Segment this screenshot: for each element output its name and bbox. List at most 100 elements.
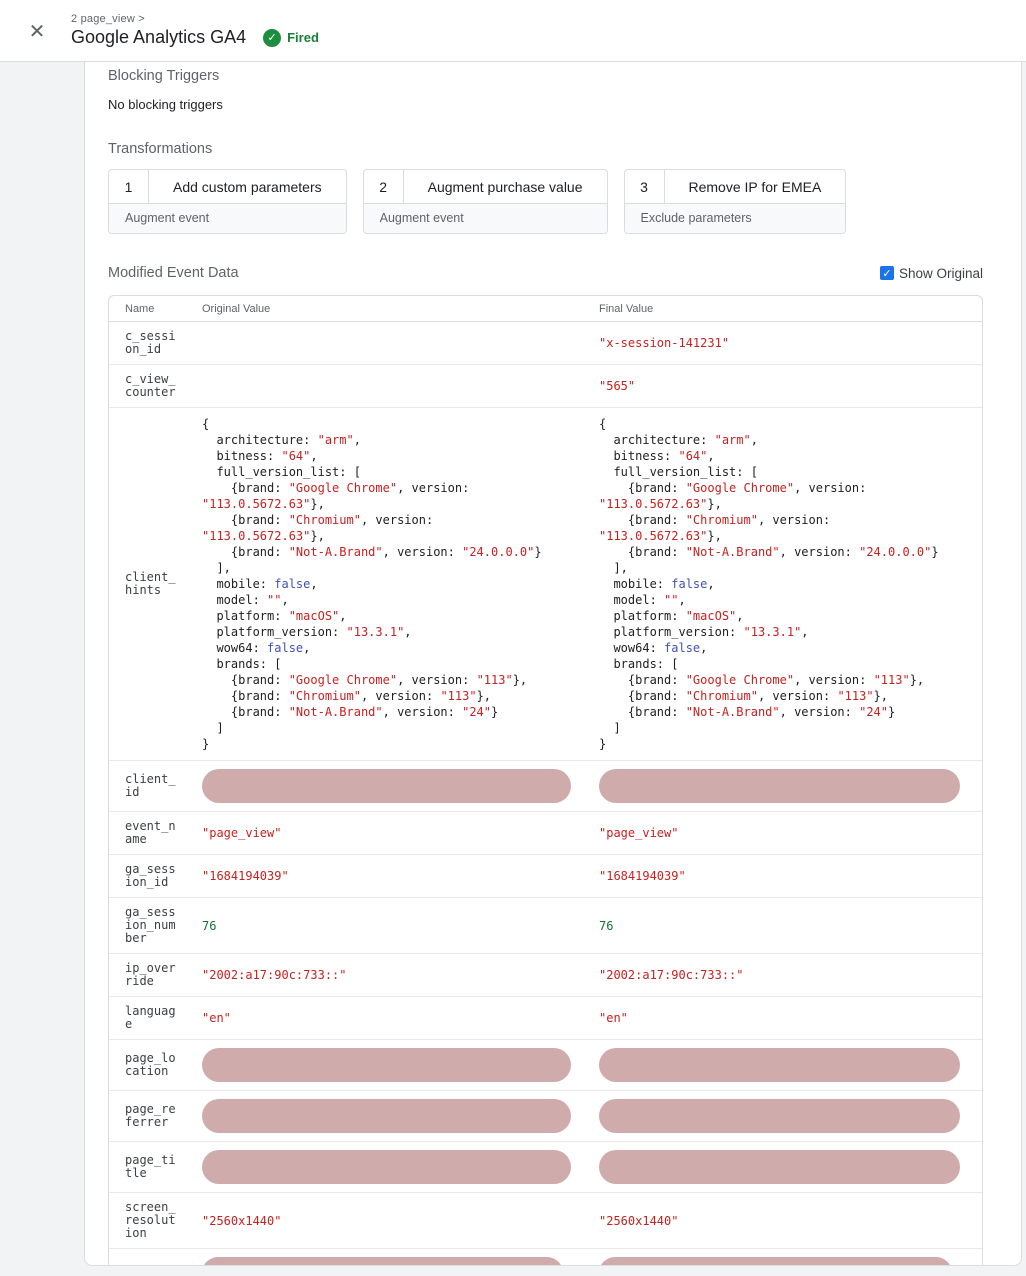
column-header-name: Name	[125, 303, 155, 315]
original-value-cell	[198, 1142, 595, 1192]
original-value: "en"	[202, 1011, 231, 1025]
original-value-cell	[198, 322, 595, 364]
redacted-value-pill	[202, 1150, 571, 1184]
table-row: c_view_counter "565"	[109, 365, 982, 408]
transformation-card[interactable]: 3 Remove IP for EMEA Exclude parameters	[623, 169, 847, 234]
table-row: c_session_id "x-session-141231"	[109, 322, 982, 365]
table-row: page_location	[109, 1040, 982, 1091]
show-original-label: Show Original	[898, 265, 983, 281]
table-row: ga_session_id "1684194039" "1684194039"	[109, 855, 982, 898]
column-header-original-value: Original Value	[202, 303, 271, 315]
final-value-cell: "x-session-141231"	[595, 322, 984, 364]
checkbox-checked-icon: ✓	[879, 266, 894, 280]
final-value: "1684194039"	[599, 869, 686, 883]
original-value-cell	[198, 1249, 595, 1265]
final-value: "565"	[599, 379, 636, 393]
transformation-title: Add custom parameters	[173, 178, 322, 195]
original-value-cell: "en"	[198, 997, 595, 1039]
transformation-card[interactable]: 1 Add custom parameters Augment event	[108, 169, 347, 234]
table-row: client_hints { architecture: "arm", bitne…	[109, 408, 982, 761]
row-name: language	[125, 1004, 176, 1031]
final-value: "2002:a17:90c:733::"	[599, 968, 744, 982]
show-original-checkbox[interactable]: ✓ Show Original	[879, 265, 983, 281]
final-value: 76	[599, 918, 614, 933]
original-value-cell	[198, 1040, 595, 1090]
table-row: event_name "page_view" "page_view"	[109, 812, 982, 855]
transformation-type: Augment event	[109, 203, 346, 233]
transformation-card[interactable]: 2 Augment purchase value Augment event	[362, 169, 608, 234]
tag-detail-panel: Blocking Triggers No blocking triggers T…	[84, 62, 1022, 1266]
table-row: screen_resolution "2560x1440" "2560x1440"	[109, 1193, 982, 1249]
transformation-type: Augment event	[363, 203, 607, 233]
row-name: c_session_id	[125, 329, 176, 356]
final-value: "page_view"	[599, 826, 679, 840]
row-name: page_title	[125, 1153, 176, 1180]
original-value: "page_view"	[202, 826, 282, 840]
final-value-cell	[595, 1040, 984, 1090]
original-value: "2002:a17:90c:733::"	[202, 968, 347, 982]
final-value: "en"	[599, 1011, 628, 1025]
original-value-cell: { architecture: "arm", bitness: "64", fu…	[198, 408, 595, 760]
final-value-cell: "1684194039"	[595, 855, 984, 897]
transformations-heading: Transformations	[108, 141, 213, 157]
row-name: ga_session_id	[125, 862, 176, 889]
row-name: page_referrer	[125, 1102, 176, 1129]
modified-event-data-heading: Modified Event Data	[108, 265, 239, 281]
page-title: Google Analytics GA4	[71, 27, 247, 47]
final-value-cell: "page_view"	[595, 812, 984, 854]
final-value-cell	[595, 1142, 984, 1192]
event-data-table: Name Original Value Final Value c_sessio…	[108, 295, 984, 1265]
page-background: Blocking Triggers No blocking triggers T…	[0, 62, 1026, 1276]
original-value: { architecture: "arm", bitness: "64", fu…	[202, 417, 542, 751]
transformations-list: 1 Add custom parameters Augment event 2 Augm…	[108, 169, 981, 234]
row-name: event_name	[125, 819, 176, 846]
original-value-cell: "page_view"	[198, 812, 595, 854]
transformation-number: 3	[625, 170, 665, 203]
row-name: ga_session_number	[125, 905, 176, 945]
final-value-cell: "565"	[595, 365, 984, 407]
original-value: 76	[202, 918, 217, 933]
original-value-cell: 76	[198, 898, 595, 953]
original-value-cell: "2002:a17:90c:733::"	[198, 954, 595, 996]
table-row: ip_override "2002:a17:90c:733::" "2002:a17…	[109, 954, 982, 997]
column-header-final-value: Final Value	[599, 303, 654, 315]
original-value-cell: "1684194039"	[198, 855, 595, 897]
breadcrumb[interactable]: 2 page_view >	[71, 13, 145, 25]
final-value-cell: 76	[595, 898, 984, 953]
redacted-value-pill	[202, 1048, 571, 1082]
final-value-cell: "en"	[595, 997, 984, 1039]
redacted-value-pill	[202, 769, 571, 803]
no-blocking-triggers-text: No blocking triggers	[108, 97, 223, 112]
redacted-value-pill	[202, 1257, 563, 1265]
redacted-value-pill	[599, 1257, 952, 1265]
row-name: client_id	[125, 772, 176, 799]
original-value-cell: "2560x1440"	[198, 1193, 595, 1248]
table-row: page_title	[109, 1142, 982, 1193]
table-row: user_agent	[109, 1249, 984, 1265]
final-value-cell	[595, 1249, 984, 1265]
original-value: "2560x1440"	[202, 1213, 282, 1228]
redacted-value-pill	[599, 1150, 960, 1184]
final-value-cell: "2560x1440"	[595, 1193, 984, 1248]
redacted-value-pill	[599, 1048, 960, 1082]
original-value-cell	[198, 365, 595, 407]
table-row: page_referrer	[109, 1091, 982, 1142]
dialog-header: ✕ 2 page_view > Google Analytics GA4 ✓ F…	[0, 0, 1026, 62]
final-value-cell: "2002:a17:90c:733::"	[595, 954, 984, 996]
final-value-cell	[595, 761, 984, 811]
status-badge: ✓ Fired	[263, 28, 319, 47]
transformation-title: Remove IP for EMEA	[688, 178, 822, 195]
final-value-cell: { architecture: "arm", bitness: "64", fu…	[595, 408, 984, 760]
fired-check-icon: ✓	[263, 28, 282, 47]
status-label: Fired	[287, 30, 319, 45]
final-value-cell	[595, 1091, 984, 1141]
final-value: { architecture: "arm", bitness: "64", fu…	[599, 417, 939, 751]
transformation-number: 1	[109, 170, 149, 203]
redacted-value-pill	[202, 1099, 571, 1133]
redacted-value-pill	[599, 1099, 960, 1133]
transformation-number: 2	[364, 170, 404, 203]
close-icon[interactable]: ✕	[26, 21, 48, 43]
original-value: "1684194039"	[202, 869, 289, 883]
row-name: page_location	[125, 1051, 176, 1078]
row-name: client_hints	[125, 570, 176, 597]
